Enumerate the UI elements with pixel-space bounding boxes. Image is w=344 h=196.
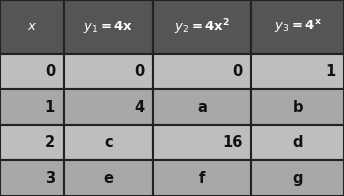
Bar [251, 54, 344, 89]
Bar [153, 0, 251, 54]
Text: a: a [197, 100, 207, 115]
Bar [0, 54, 64, 89]
Text: c: c [104, 135, 113, 150]
Text: $\mathbf{\it{y_1}}$$\mathbf{=4x}$: $\mathbf{\it{y_1}}$$\mathbf{=4x}$ [83, 19, 133, 35]
Text: 1: 1 [325, 64, 335, 79]
Text: b: b [292, 100, 303, 115]
Bar [0, 161, 64, 196]
Bar [64, 125, 153, 161]
Bar [153, 125, 251, 161]
Text: g: g [292, 171, 303, 186]
Bar [0, 125, 64, 161]
Text: 4: 4 [135, 100, 144, 115]
Bar [0, 0, 64, 54]
Text: 0: 0 [134, 64, 144, 79]
Bar [64, 0, 153, 54]
Bar [251, 161, 344, 196]
Bar [64, 89, 153, 125]
Text: 0: 0 [45, 64, 55, 79]
Bar [64, 161, 153, 196]
Bar [251, 125, 344, 161]
Bar [153, 54, 251, 89]
Text: $\mathbf{\it{x}}$: $\mathbf{\it{x}}$ [27, 20, 37, 34]
Text: $\mathbf{\it{y_3}}$$\mathbf{=4^x}$: $\mathbf{\it{y_3}}$$\mathbf{=4^x}$ [273, 18, 322, 35]
Text: f: f [199, 171, 205, 186]
Bar [251, 0, 344, 54]
Text: d: d [292, 135, 303, 150]
Text: 0: 0 [232, 64, 243, 79]
Bar [64, 54, 153, 89]
Text: 1: 1 [45, 100, 55, 115]
Bar [153, 161, 251, 196]
Bar [0, 89, 64, 125]
Text: $\mathbf{\it{y_2}}$$\mathbf{=4x^2}$: $\mathbf{\it{y_2}}$$\mathbf{=4x^2}$ [174, 17, 230, 37]
Bar [251, 89, 344, 125]
Bar [153, 89, 251, 125]
Text: 16: 16 [222, 135, 243, 150]
Text: e: e [103, 171, 114, 186]
Text: 3: 3 [45, 171, 55, 186]
Text: 2: 2 [45, 135, 55, 150]
